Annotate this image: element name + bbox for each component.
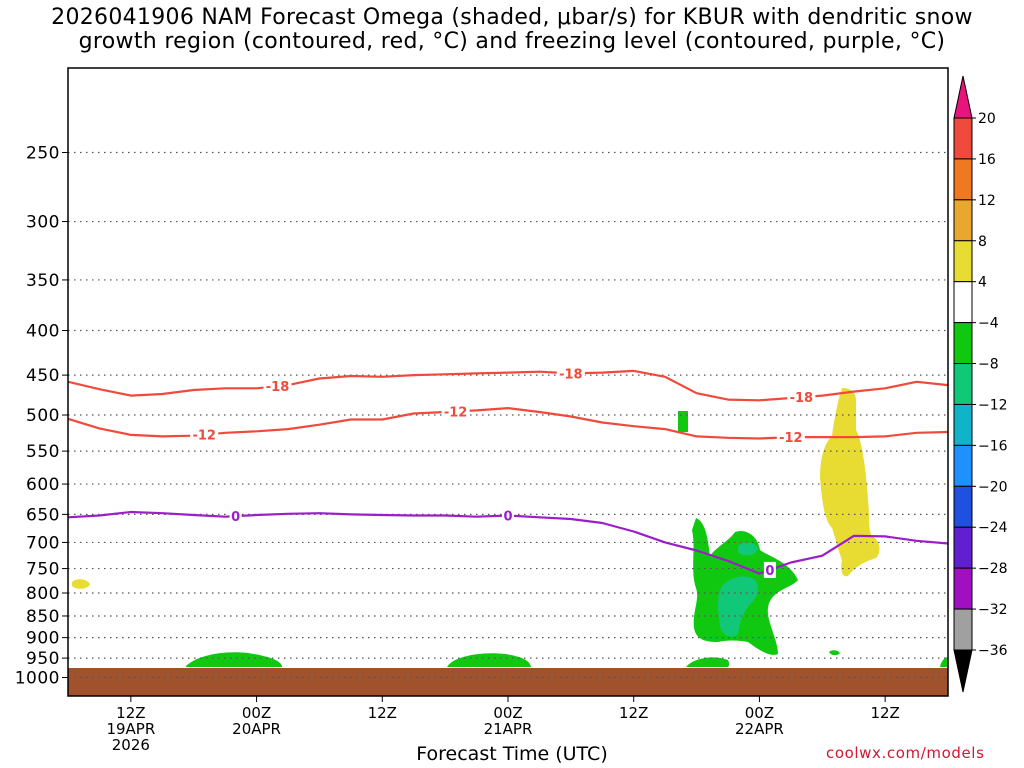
x-tick-label: 12Z (619, 704, 648, 722)
omega-area-green-3 (686, 657, 730, 667)
contour-label-bg (556, 365, 585, 382)
colorbar-bin (953, 567, 973, 610)
contour-label-bg (502, 507, 514, 524)
x-tick-label: 12Z (116, 704, 145, 722)
omega-area-yellow-2 (72, 579, 90, 589)
terrain-ground (68, 668, 948, 696)
x-tick-label: 00Z (745, 704, 774, 722)
omega-area-yellow-1 (820, 388, 880, 577)
colorbar-bin (953, 117, 973, 160)
y-tick-label: 1000 (15, 669, 60, 689)
colorbar-bin (953, 526, 973, 569)
contour-label: 0 (231, 510, 240, 525)
x-tick-label: 12Z (870, 704, 899, 722)
colorbar-label: −36 (978, 643, 1008, 659)
x-tick-label: 21APR (484, 720, 533, 738)
colorbar-bin (953, 608, 973, 651)
contour-label-bg (190, 426, 219, 443)
y-tick-label: 450 (26, 366, 60, 386)
omega-area-teal-1 (718, 576, 758, 637)
y-tick-label: 950 (26, 649, 60, 669)
contour-label: -18 (266, 380, 290, 395)
contour-label: -18 (790, 391, 814, 406)
colorbar-cap-bottom (953, 649, 973, 693)
colorbar-label: 4 (978, 275, 987, 291)
y-tick-label: 550 (26, 442, 60, 462)
y-tick-label: 850 (26, 607, 60, 627)
omega-colorbar: 20 16 12 8 4 −4 −8 −12 −16 −20 −24 −28 −32 −36 (953, 75, 1008, 693)
colorbar-label: −12 (978, 397, 1008, 413)
colorbar-bin (953, 158, 973, 201)
y-tick-label: 350 (26, 271, 60, 291)
x-tick-label: 22APR (735, 720, 784, 738)
y-tick-label: 250 (26, 144, 60, 164)
colorbar-bin (953, 322, 973, 365)
contour-label-bg (229, 508, 242, 525)
x-tick-label: 20APR (232, 720, 281, 738)
omega-area-green-2 (447, 653, 531, 667)
contour-label: 0 (765, 564, 774, 579)
colorbar-label: −32 (978, 602, 1008, 618)
colorbar-label: 12 (978, 193, 996, 209)
x-tick-label: 00Z (242, 704, 271, 722)
plot-frame (67, 67, 949, 697)
chart-title: 2026041906 NAM Forecast Omega (shaded, μ… (0, 6, 1024, 54)
contour-label-bg (263, 378, 292, 395)
colorbar-bin (953, 281, 973, 324)
x-tick-label: 2026 (112, 736, 150, 754)
colorbar-label: −20 (978, 479, 1008, 495)
omega-area-green-6 (829, 650, 840, 656)
colorbar-label: −8 (978, 357, 999, 373)
y-tick-label: 750 (26, 560, 60, 580)
colorbar-label: 8 (978, 234, 987, 250)
title-line-1: 2026041906 NAM Forecast Omega (shaded, μ… (51, 5, 973, 30)
colorbar-label: −4 (978, 316, 999, 332)
colorbar-bin (953, 363, 973, 405)
colorbar-bin (953, 240, 973, 283)
contour-label: -18 (559, 367, 583, 382)
y-tick-label: 300 (26, 213, 60, 233)
x-tick-label: 00Z (493, 704, 522, 722)
contour-label: -12 (444, 405, 468, 420)
colorbar-bin (953, 199, 973, 242)
colorbar-label: −28 (978, 561, 1008, 577)
omega-area-teal-2 (738, 542, 758, 556)
pressure-gridlines (68, 151, 948, 679)
omega-area-green-7 (940, 657, 948, 667)
y-tick-label: 400 (26, 322, 60, 342)
title-line-2: growth region (contoured, red, °C) and f… (78, 29, 946, 54)
y-axis-labels: 2503003504004505005506006507007508008509… (15, 144, 68, 689)
colorbar-label: −24 (978, 520, 1008, 536)
temperature-contours: -18 -18 -18 -12 -12 -12 0 0 0 (68, 365, 948, 579)
omega-area-green-5 (678, 411, 688, 432)
colorbar-bin (953, 444, 973, 487)
contour-label: 0 (503, 510, 512, 525)
y-tick-label: 800 (26, 584, 60, 604)
credit-link[interactable]: coolwx.com/models (826, 744, 985, 762)
x-tick-label: 19APR (106, 720, 155, 738)
colorbar-bin (953, 485, 973, 528)
y-tick-label: 600 (26, 475, 60, 495)
y-tick-label: 650 (26, 505, 60, 525)
omega-shading (72, 388, 948, 667)
x-axis-title: Forecast Time (UTC) (416, 743, 608, 765)
colorbar-label: 16 (978, 152, 996, 168)
colorbar-bin (953, 403, 973, 446)
colorbar-cap-top (953, 75, 973, 119)
contour-label-bg (787, 389, 816, 406)
colorbar-label: −16 (978, 438, 1008, 454)
omega-area-green-1 (186, 652, 282, 667)
contour-label-bg (763, 561, 776, 578)
contour-label-bg (441, 403, 470, 420)
y-tick-label: 500 (26, 406, 60, 426)
y-tick-label: 900 (26, 629, 60, 649)
contour-label: -12 (779, 431, 803, 446)
y-tick-label: 700 (26, 533, 60, 553)
x-tick-label: 12Z (368, 704, 397, 722)
contour-label-bg (776, 429, 805, 446)
contour-label: -12 (192, 429, 216, 444)
colorbar-label: 20 (978, 111, 996, 127)
